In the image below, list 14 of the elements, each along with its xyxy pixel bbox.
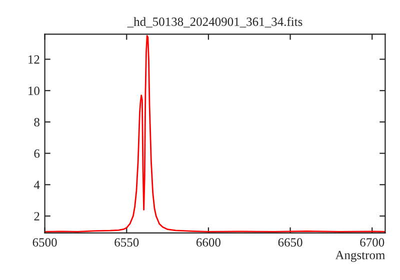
- x-tick-label: 6700: [360, 238, 384, 247]
- y-tick-label: 2: [34, 212, 40, 220]
- y-tick-label: 10: [28, 86, 40, 96]
- x-axis-title: Angstrom: [335, 250, 386, 262]
- x-tick-label: 6550: [114, 238, 139, 247]
- y-tick-label: 4: [34, 180, 40, 190]
- x-tick-label: 6500: [32, 238, 57, 247]
- y-tick-label: 6: [34, 149, 40, 158]
- x-tick-label: 6600: [196, 238, 220, 247]
- y-tick-label: 12: [28, 55, 40, 64]
- x-tick-label: 6650: [278, 238, 302, 247]
- y-tick-label: 8: [34, 118, 40, 126]
- line-series: [44, 35, 386, 232]
- chart-title: _hd_50138_20240901_361_34.fits: [127, 17, 302, 28]
